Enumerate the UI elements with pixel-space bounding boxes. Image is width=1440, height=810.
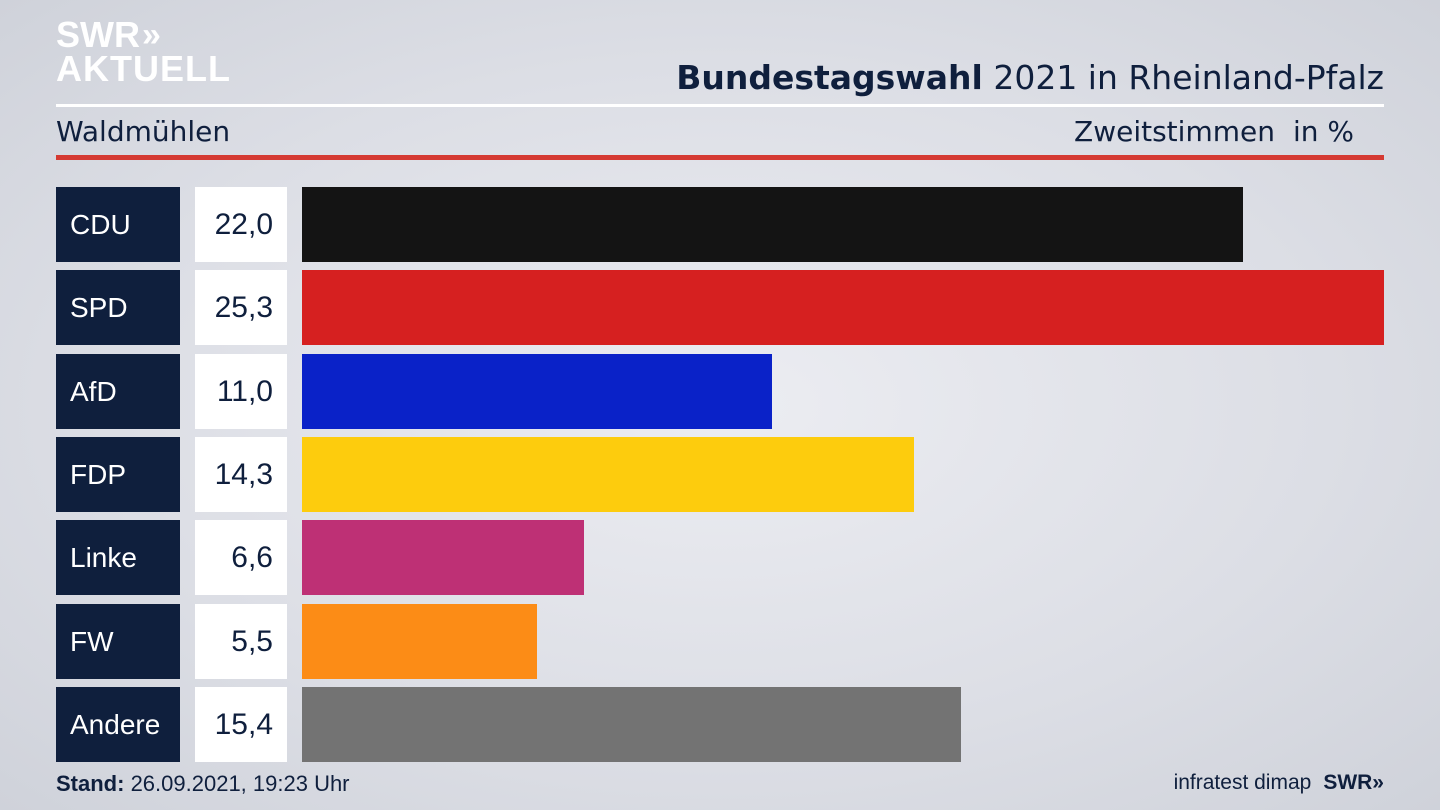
header-divider — [56, 104, 1384, 107]
value-label: 11,0 — [216, 375, 273, 408]
title-bold: Bundestagswahl — [676, 58, 983, 97]
party-label: AfD — [70, 376, 117, 407]
stand-label: Stand: — [56, 771, 125, 796]
value-label: 6,6 — [231, 541, 273, 574]
value-label-box: 6,6 — [195, 520, 287, 595]
logo-swr-text: SWR — [56, 14, 140, 55]
page-title: Bundestagswahl 2021 in Rheinland-Pfalz — [676, 58, 1384, 97]
swr-aktuell-logo: SWR» AKTUELL — [56, 14, 231, 89]
party-label: Linke — [70, 542, 137, 573]
metric-name: Zweitstimmen — [1074, 115, 1275, 148]
title-rest: 2021 in Rheinland-Pfalz — [982, 58, 1384, 97]
value-label-box: 22,0 — [195, 187, 287, 262]
value-label: 15,4 — [214, 708, 273, 741]
party-label-box: SPD — [56, 270, 180, 345]
stand-value: 26.09.2021, 19:23 Uhr — [124, 771, 350, 796]
source-text: infratest dimap — [1173, 771, 1312, 794]
logo-aktuell-text: AKTUELL — [56, 48, 231, 89]
metric-unit: in % — [1292, 115, 1354, 148]
timestamp: Stand: 26.09.2021, 19:23 Uhr — [56, 771, 350, 797]
bar-linke — [302, 520, 584, 595]
party-label: CDU — [70, 209, 131, 240]
bar-cdu — [302, 187, 1243, 262]
party-label-box: AfD — [56, 354, 180, 429]
party-label-box: CDU — [56, 187, 180, 262]
value-label: 14,3 — [214, 458, 273, 491]
value-label-box: 11,0 — [195, 354, 287, 429]
source-credit: infratest dimap SWR» — [1174, 771, 1384, 795]
party-label: SPD — [70, 292, 128, 323]
bar-andere — [302, 687, 961, 762]
location-label: Waldmühlen — [56, 115, 231, 148]
footer-swr-logo: SWR» — [1323, 771, 1384, 794]
value-label-box: 25,3 — [195, 270, 287, 345]
party-label: Andere — [70, 709, 161, 740]
party-label: FW — [70, 626, 114, 657]
value-label-box: 15,4 — [195, 687, 287, 762]
party-label-box: FW — [56, 604, 180, 679]
value-label: 5,5 — [231, 625, 273, 658]
party-label-box: Andere — [56, 687, 180, 762]
party-label-box: FDP — [56, 437, 180, 512]
bar-fw — [302, 604, 537, 679]
bar-spd — [302, 270, 1384, 345]
metric-label: Zweitstimmen in % — [1074, 115, 1354, 148]
accent-divider — [56, 155, 1384, 160]
value-label-box: 5,5 — [195, 604, 287, 679]
bar-fdp — [302, 437, 914, 512]
bar-afd — [302, 354, 772, 429]
party-label-box: Linke — [56, 520, 180, 595]
party-label: FDP — [70, 459, 126, 490]
value-label: 22,0 — [214, 208, 273, 241]
value-label-box: 14,3 — [195, 437, 287, 512]
value-label: 25,3 — [214, 291, 273, 324]
